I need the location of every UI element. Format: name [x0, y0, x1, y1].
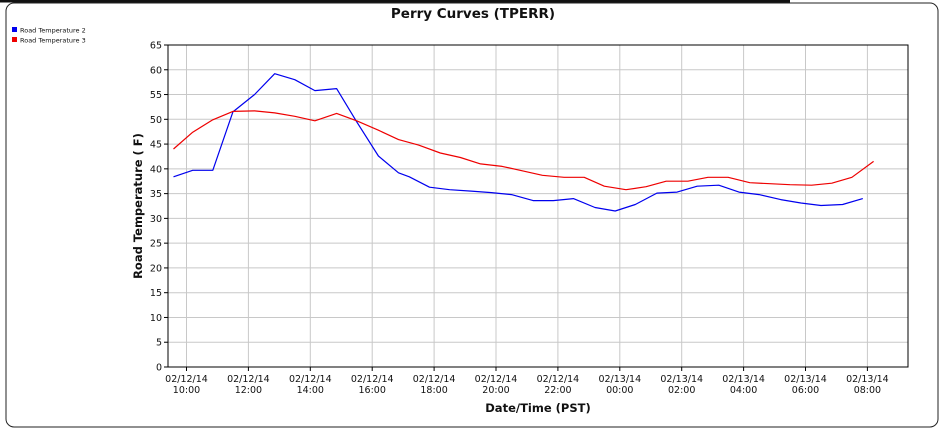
series-line-road-temperature-3 [173, 110, 874, 191]
x-tick-label-date: 02/12/14 [165, 374, 208, 385]
y-tick-label: 5 [156, 338, 162, 349]
y-tick-label: 65 [150, 41, 162, 52]
x-tick-label-date: 02/12/14 [227, 374, 270, 385]
y-tick-label: 40 [150, 164, 162, 175]
y-tick-label: 15 [150, 288, 162, 299]
y-axis-label: Road Temperature ( F) [131, 133, 145, 279]
legend-swatch-road-temperature-3 [12, 37, 17, 42]
y-tick-label: 20 [150, 263, 162, 274]
plot-area [168, 45, 908, 367]
x-tick-label-date: 02/13/14 [784, 374, 827, 385]
legend-swatch-road-temperature-2 [12, 27, 17, 32]
y-tick-label: 0 [156, 363, 162, 374]
y-tick-label: 25 [150, 239, 162, 250]
y-tick-label: 45 [150, 140, 162, 151]
x-tick-label-date: 02/12/14 [537, 374, 580, 385]
y-tick-label: 55 [150, 90, 162, 101]
x-axis: 02/12/1410:0002/12/1412:0002/12/1414:000… [165, 367, 889, 396]
x-tick-label-time: 10:00 [173, 385, 200, 396]
y-tick-label: 10 [150, 313, 162, 324]
series-line-road-temperature-2 [173, 73, 863, 212]
x-tick-label-date: 02/13/14 [660, 374, 703, 385]
x-tick-label-date: 02/13/14 [722, 374, 765, 385]
x-tick-label-date: 02/12/14 [289, 374, 332, 385]
y-tick-label: 35 [150, 189, 162, 200]
x-tick-label-time: 00:00 [606, 385, 633, 396]
x-tick-label-time: 14:00 [297, 385, 324, 396]
y-tick-label: 60 [150, 65, 162, 76]
x-tick-label-date: 02/13/14 [846, 374, 889, 385]
x-tick-label-time: 22:00 [544, 385, 571, 396]
x-tick-label-time: 02:00 [668, 385, 695, 396]
y-tick-label: 50 [150, 115, 162, 126]
series-lines [173, 73, 874, 212]
legend-label-road-temperature-2: Road Temperature 2 [20, 27, 86, 35]
legend: Road Temperature 2 Road Temperature 3 [12, 27, 86, 45]
y-axis: 0 5 10 15 20 25 30 35 40 45 50 55 60 65 [150, 41, 168, 374]
chart-title: Perry Curves (TPERR) [391, 6, 555, 22]
x-tick-label-date: 02/12/14 [413, 374, 456, 385]
x-tick-label-time: 08:00 [854, 385, 881, 396]
x-tick-label-time: 18:00 [420, 385, 447, 396]
x-tick-label-date: 02/13/14 [598, 374, 641, 385]
x-axis-label: Date/Time (PST) [485, 401, 590, 415]
x-tick-label-time: 06:00 [792, 385, 819, 396]
legend-label-road-temperature-3: Road Temperature 3 [20, 37, 86, 45]
y-tick-label: 30 [150, 214, 162, 225]
x-tick-label-time: 16:00 [359, 385, 386, 396]
x-tick-label-time: 04:00 [730, 385, 757, 396]
grid [168, 44, 908, 368]
x-tick-label-time: 12:00 [235, 385, 262, 396]
x-tick-label-date: 02/12/14 [475, 374, 518, 385]
plot-frame [167, 44, 909, 368]
x-tick-label-date: 02/12/14 [351, 374, 394, 385]
x-tick-label-time: 20:00 [482, 385, 509, 396]
